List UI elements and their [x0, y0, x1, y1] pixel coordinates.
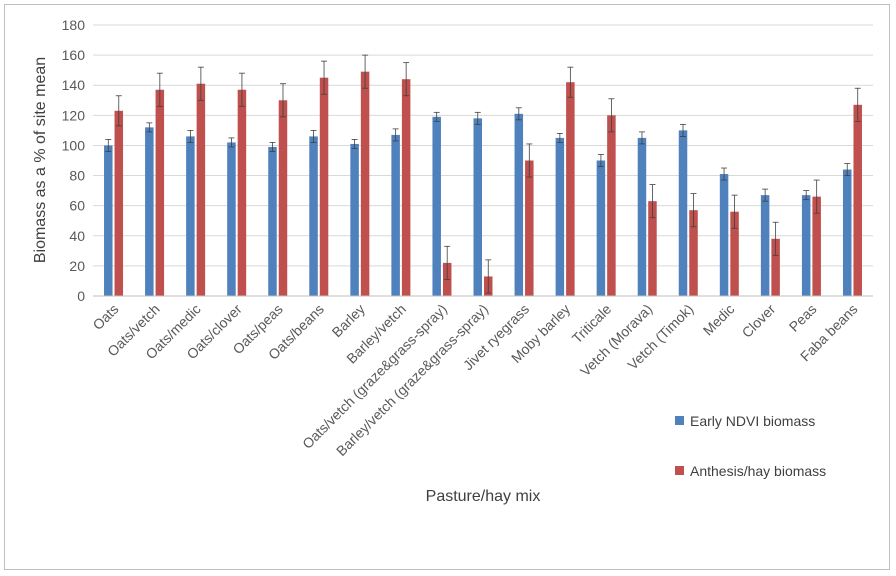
y-tick-label: 80	[69, 168, 85, 184]
y-tick-label: 140	[62, 77, 86, 93]
bar	[771, 238, 780, 296]
bar	[196, 83, 206, 296]
legend-label-anthesis-hay: Anthesis/hay biomass	[690, 463, 826, 479]
y-tick-label: 60	[69, 198, 85, 214]
gridlines	[93, 24, 873, 267]
bar	[401, 79, 411, 296]
bar	[607, 115, 616, 296]
bar	[801, 195, 811, 296]
legend-swatch-early-ndvi	[675, 416, 684, 425]
y-axis-title: Biomass as a % of site mean	[32, 57, 49, 263]
bar	[145, 127, 154, 296]
bar	[730, 211, 739, 296]
bar	[278, 100, 288, 297]
bar	[555, 137, 565, 296]
x-tick-label: Vetch (Morava)	[577, 301, 655, 379]
x-tick-label: Oats	[89, 301, 121, 333]
x-tick-label: Clover	[739, 301, 779, 341]
bar	[689, 210, 698, 296]
bar	[760, 195, 770, 296]
x-tick-label: Peas	[786, 301, 820, 335]
bar	[678, 130, 688, 296]
bar	[237, 89, 247, 296]
x-tick-label: Barley	[329, 301, 368, 340]
bar	[812, 196, 821, 296]
bar	[637, 137, 647, 296]
x-axis-title: Pasture/hay mix	[426, 488, 541, 505]
legend: Early NDVI biomass Anthesis/hay biomass	[675, 413, 826, 479]
bar	[842, 169, 852, 296]
y-tick-label: 180	[62, 17, 86, 33]
bar	[566, 82, 575, 296]
x-tick-label: Medic	[700, 301, 738, 339]
bar	[104, 145, 113, 296]
x-tick-label: Barley/vetch (graze&grass-spray)	[333, 301, 491, 459]
bar	[391, 134, 400, 296]
bar	[432, 116, 441, 296]
y-tick-label: 120	[62, 107, 86, 123]
bar	[648, 201, 657, 296]
bar	[155, 89, 165, 296]
y-tick-label: 0	[77, 288, 85, 304]
bar	[719, 174, 729, 296]
bar	[268, 146, 277, 296]
y-tick-label: 100	[62, 137, 86, 153]
bar	[114, 110, 124, 296]
y-tick-labels: 0 20 40 60 80 100 120 140 160 180	[62, 17, 86, 304]
bar	[350, 143, 359, 296]
bars	[104, 71, 862, 297]
y-tick-label: 40	[69, 228, 85, 244]
bar	[596, 160, 606, 296]
error-bars	[105, 54, 861, 294]
x-tick-labels: OatsOats/vetchOats/medicOats/cloverOats/…	[89, 301, 860, 459]
bar	[473, 118, 482, 296]
y-tick-label: 20	[69, 258, 85, 274]
bar	[186, 136, 195, 296]
bar	[525, 160, 534, 296]
bar	[514, 113, 524, 296]
bar	[319, 77, 329, 296]
chart-frame: 0 20 40 60 80 100 120 140 160 180 Oats Oats/vetch O…	[4, 4, 890, 570]
bar-chart: 0 20 40 60 80 100 120 140 160 180 OatsOats/vetchO…	[32, 17, 873, 505]
bar	[360, 71, 370, 296]
legend-label-early-ndvi: Early NDVI biomass	[690, 413, 815, 429]
bar	[227, 142, 236, 296]
legend-swatch-anthesis-hay	[675, 466, 684, 475]
bar	[853, 104, 862, 297]
bar	[309, 136, 318, 296]
y-tick-label: 160	[62, 47, 86, 63]
